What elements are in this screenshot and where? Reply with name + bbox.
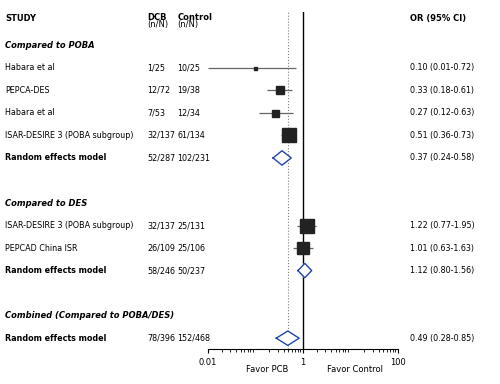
Text: 12/34: 12/34 <box>178 108 201 118</box>
Text: 25/106: 25/106 <box>178 243 206 253</box>
Text: DCB: DCB <box>148 13 167 22</box>
Polygon shape <box>276 331 299 345</box>
Text: 0.37 (0.24-0.58): 0.37 (0.24-0.58) <box>410 154 474 162</box>
Text: 25/131: 25/131 <box>178 221 206 230</box>
Text: 0.49 (0.28-0.85): 0.49 (0.28-0.85) <box>410 334 474 343</box>
Text: 61/134: 61/134 <box>178 131 206 140</box>
Text: 10/25: 10/25 <box>178 63 201 72</box>
Text: 0.33 (0.18-0.61): 0.33 (0.18-0.61) <box>410 86 474 95</box>
Text: Control: Control <box>178 13 212 22</box>
Text: 12/72: 12/72 <box>148 86 171 95</box>
Text: ISAR-DESIRE 3 (POBA subgroup): ISAR-DESIRE 3 (POBA subgroup) <box>5 221 134 230</box>
Text: 102/231: 102/231 <box>178 154 210 162</box>
Text: 52/287: 52/287 <box>148 154 176 162</box>
Text: 7/53: 7/53 <box>148 108 166 118</box>
Text: 19/38: 19/38 <box>178 86 201 95</box>
Text: 32/137: 32/137 <box>148 221 176 230</box>
Text: 1.12 (0.80-1.56): 1.12 (0.80-1.56) <box>410 266 474 275</box>
Text: 0.27 (0.12-0.63): 0.27 (0.12-0.63) <box>410 108 474 118</box>
Text: 58/246: 58/246 <box>148 266 176 275</box>
Text: Habara et al: Habara et al <box>5 108 55 118</box>
Text: 0.10 (0.01-0.72): 0.10 (0.01-0.72) <box>410 63 474 72</box>
Text: Random effects model: Random effects model <box>5 334 106 343</box>
Text: 0.51 (0.36-0.73): 0.51 (0.36-0.73) <box>410 131 474 140</box>
Polygon shape <box>273 151 291 165</box>
Text: Random effects model: Random effects model <box>5 154 106 162</box>
Text: 26/109: 26/109 <box>148 243 176 253</box>
Text: PEPCAD China ISR: PEPCAD China ISR <box>5 243 78 253</box>
Text: (n/N): (n/N) <box>178 20 199 29</box>
Text: Combined (Compared to POBA/DES): Combined (Compared to POBA/DES) <box>5 311 174 320</box>
Text: STUDY: STUDY <box>5 15 36 23</box>
Text: Random effects model: Random effects model <box>5 266 106 275</box>
Text: (n/N): (n/N) <box>148 20 169 29</box>
Text: 1.22 (0.77-1.95): 1.22 (0.77-1.95) <box>410 221 475 230</box>
Text: Favor Control: Favor Control <box>327 366 383 374</box>
Text: 78/396: 78/396 <box>148 334 176 343</box>
Text: OR (95% CI): OR (95% CI) <box>410 15 466 23</box>
Text: ISAR-DESIRE 3 (POBA subgroup): ISAR-DESIRE 3 (POBA subgroup) <box>5 131 134 140</box>
Text: 152/468: 152/468 <box>178 334 210 343</box>
Text: Favor PCB: Favor PCB <box>246 366 288 374</box>
Polygon shape <box>298 263 312 278</box>
Text: 50/237: 50/237 <box>178 266 206 275</box>
Text: Compared to DES: Compared to DES <box>5 199 87 207</box>
Text: 1.01 (0.63-1.63): 1.01 (0.63-1.63) <box>410 243 474 253</box>
Text: PEPCA-DES: PEPCA-DES <box>5 86 50 95</box>
Text: Habara et al: Habara et al <box>5 63 55 72</box>
Text: 32/137: 32/137 <box>148 131 176 140</box>
Text: 1/25: 1/25 <box>148 63 166 72</box>
Text: Compared to POBA: Compared to POBA <box>5 41 94 50</box>
